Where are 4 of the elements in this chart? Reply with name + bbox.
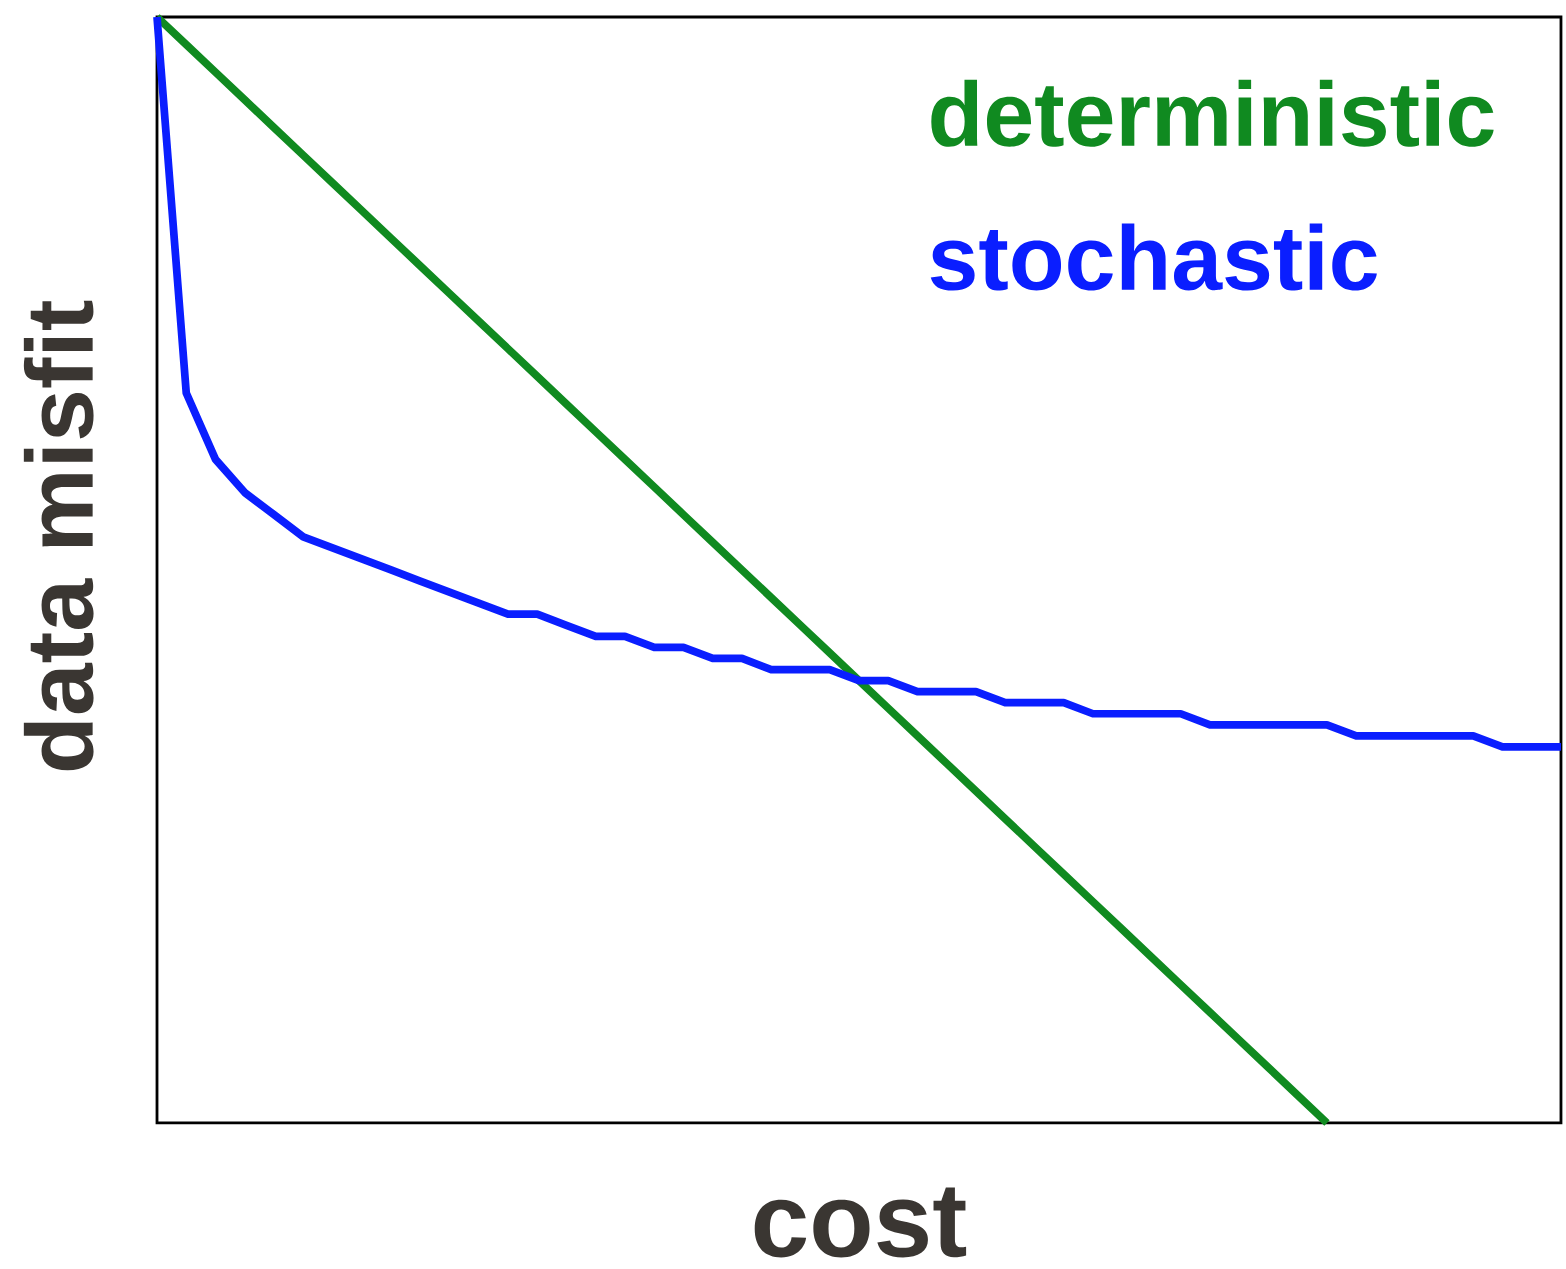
text: deterministic (931, 79, 1494, 147)
y-axis-title: data misfit (23, 300, 94, 771)
text: stochastic (930, 223, 1377, 291)
x-axis-title: cost (754, 1187, 967, 1258)
